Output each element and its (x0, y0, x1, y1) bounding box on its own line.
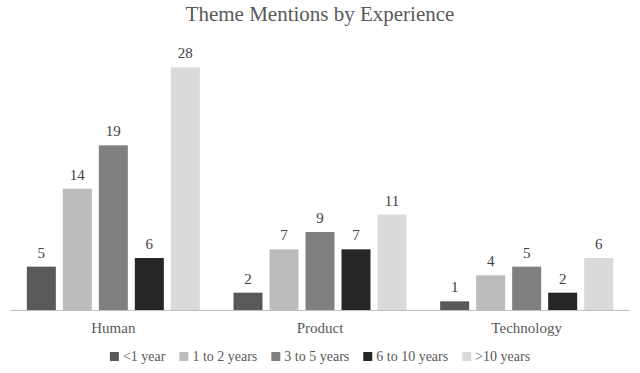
legend-label: 6 to 10 years (376, 349, 448, 364)
bar (476, 275, 505, 310)
data-label: 5 (523, 245, 531, 261)
bar (342, 249, 371, 310)
legend-swatch (363, 352, 372, 361)
chart: Theme Mentions by Experience514196282797… (0, 0, 640, 373)
legend: <1 year 1 to 2 years 3 to 5 years 6 to 10 y… (110, 349, 530, 364)
category-label: Human (91, 320, 136, 336)
legend-label: <1 year (123, 349, 166, 364)
data-label: 1 (451, 279, 459, 295)
data-label: 14 (70, 167, 86, 183)
bar (584, 258, 613, 310)
data-label: 7 (280, 227, 288, 243)
bar (135, 258, 164, 310)
data-label: 11 (385, 193, 399, 209)
category-label: Product (297, 320, 344, 336)
bar (512, 267, 541, 310)
x-axis (10, 310, 630, 311)
data-label: 4 (487, 253, 495, 269)
bar (378, 215, 407, 310)
bar (171, 67, 200, 310)
legend-label: 1 to 2 years (192, 349, 257, 364)
legend-swatch (110, 352, 119, 361)
legend-item: <1 year (110, 349, 166, 364)
legend-swatch (271, 352, 280, 361)
legend-item: >10 years (462, 349, 530, 364)
bar (440, 301, 469, 310)
data-label: 19 (106, 123, 121, 139)
data-label: 28 (178, 45, 193, 61)
bar (306, 232, 335, 310)
legend-swatch (179, 352, 188, 361)
data-label: 9 (316, 210, 324, 226)
data-label: 6 (146, 236, 154, 252)
data-label: 5 (38, 245, 46, 261)
bar (63, 189, 92, 310)
bar (27, 267, 56, 310)
bar (234, 293, 263, 310)
bar (99, 145, 128, 310)
legend-label: >10 years (475, 349, 530, 364)
data-label: 2 (559, 271, 567, 287)
legend-label: 3 to 5 years (284, 349, 349, 364)
data-label: 2 (244, 271, 252, 287)
data-label: 6 (595, 236, 603, 252)
legend-item: 1 to 2 years (179, 349, 257, 364)
title: Theme Mentions by Experience (186, 2, 455, 26)
data-labels: 5141962827971114526 (38, 45, 603, 295)
legend-item: 3 to 5 years (271, 349, 349, 364)
legend-item: 6 to 10 years (363, 349, 448, 364)
legend-swatch (462, 352, 471, 361)
category-label: Technology (491, 320, 562, 336)
bars (27, 67, 613, 310)
bar (270, 249, 299, 310)
data-label: 7 (352, 227, 360, 243)
bar (548, 293, 577, 310)
